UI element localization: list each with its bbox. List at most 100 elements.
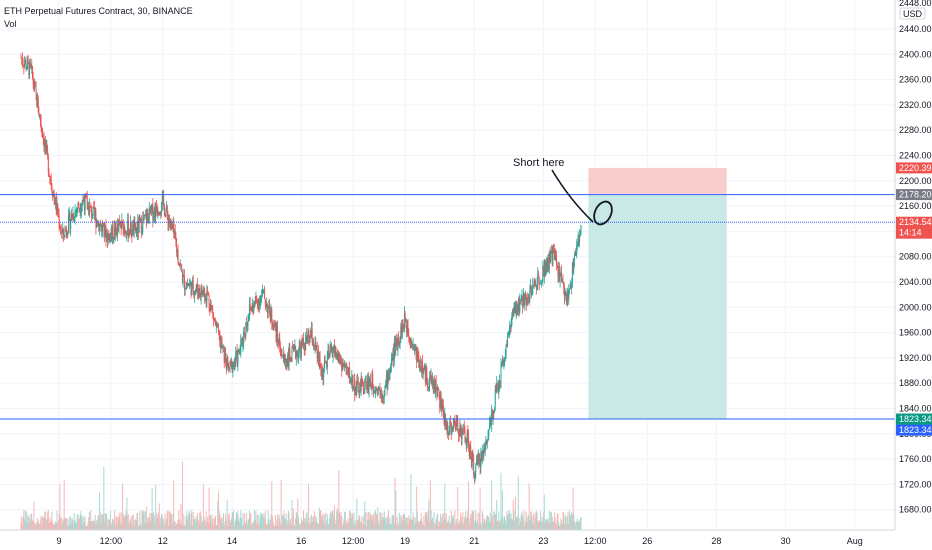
candle-body	[488, 423, 490, 429]
price-tick-label: 1920.00	[899, 353, 932, 363]
price-axis[interactable]: 2440.002400.002360.002320.002280.002240.…	[894, 0, 932, 550]
volume-bar	[511, 519, 513, 530]
candle-body	[253, 303, 255, 312]
candle-body	[47, 148, 49, 157]
candle-body	[91, 206, 93, 218]
price-tick-label: 2200.00	[899, 176, 932, 186]
volume-bar	[371, 519, 373, 530]
candle-body	[370, 380, 372, 386]
volume-bar	[255, 510, 257, 530]
volume-bar	[305, 513, 307, 530]
volume-bar	[111, 519, 113, 530]
candle-body	[236, 350, 238, 365]
volume-bar	[200, 515, 202, 530]
candle-body	[214, 319, 216, 321]
candle-body	[231, 361, 233, 373]
candle-body	[178, 262, 180, 265]
candle-body	[308, 331, 310, 338]
candle-body	[331, 348, 333, 351]
candle-body	[26, 59, 28, 69]
volume-bar	[424, 525, 426, 530]
volume-bar	[297, 498, 299, 530]
candle-body	[383, 390, 385, 398]
volume-bar	[152, 513, 154, 530]
short-position-zones[interactable]	[588, 167, 727, 420]
volume-bar	[477, 512, 479, 530]
candle-body	[101, 225, 103, 232]
volume-bar	[298, 525, 300, 530]
candle-body	[358, 391, 360, 395]
candle-body	[376, 389, 378, 393]
volume-bar	[415, 522, 417, 530]
volume-bar	[264, 517, 266, 530]
volume-bar	[228, 515, 230, 530]
candle-body	[238, 350, 240, 352]
candle-body	[287, 355, 289, 367]
candle-body	[243, 331, 245, 343]
volume-bar	[240, 510, 242, 530]
candle-body	[25, 60, 27, 70]
volume-bar	[321, 515, 323, 530]
candle-body	[509, 324, 511, 331]
time-axis[interactable]: 9 12:00 12 14 16 12:00 19 21 23 12:00 26 28 30 Aug	[0, 529, 932, 550]
candle-body	[359, 382, 361, 395]
candle-body	[457, 430, 459, 435]
volume-bar	[163, 518, 165, 530]
volume-bar	[129, 520, 131, 530]
volume-bar	[292, 508, 294, 530]
annotation-circle	[593, 200, 613, 226]
volume-bar	[469, 518, 471, 530]
currency-badge[interactable]: USD	[899, 7, 926, 20]
candle-body	[219, 333, 221, 347]
candle-body	[34, 82, 36, 89]
candle-body	[314, 342, 316, 349]
candle-body	[375, 386, 377, 390]
volume-bar	[290, 518, 292, 530]
volume-bar	[428, 499, 430, 530]
horizontal-lines[interactable]	[0, 194, 895, 420]
volume-bar	[118, 517, 120, 530]
candle-body	[29, 61, 31, 76]
candle-body	[394, 342, 396, 351]
volume-bar	[437, 525, 439, 530]
annotation-drawing[interactable]: Short here	[513, 157, 615, 227]
volume-bar	[235, 518, 237, 530]
volume-bar	[238, 519, 240, 530]
candle-body	[269, 302, 271, 314]
candle-body	[83, 201, 85, 211]
candle-body	[453, 419, 455, 421]
volume-bar	[293, 524, 295, 530]
candle-body	[332, 350, 334, 357]
volume-bar	[372, 514, 374, 530]
candle-body	[94, 213, 96, 216]
candle-body	[318, 356, 320, 367]
candle-body	[121, 220, 123, 229]
candle-body	[190, 282, 192, 296]
candle-body	[268, 302, 270, 307]
candle-body	[41, 126, 43, 131]
chart-legend[interactable]: ETH Perpetual Futures Contract, 30, BINA…	[4, 5, 193, 31]
volume-bar	[26, 516, 28, 530]
volume-bar	[185, 516, 187, 530]
candle-body	[149, 208, 151, 213]
volume-bar	[257, 525, 259, 530]
candle-body	[173, 223, 175, 235]
volume-bar	[546, 519, 548, 530]
volume-bar	[124, 516, 126, 530]
candle-body	[122, 221, 124, 235]
volume-bar	[62, 520, 64, 530]
candle-body	[323, 360, 325, 369]
candle-body	[339, 360, 341, 364]
volume-bar	[476, 520, 478, 530]
candle-body	[383, 397, 385, 398]
volume-bar	[246, 512, 248, 530]
candle-body	[494, 407, 496, 413]
volume-bar	[277, 525, 279, 530]
candle-body	[242, 342, 244, 345]
candle-body	[201, 286, 203, 295]
volume-bar	[24, 510, 26, 530]
candle-body	[473, 474, 475, 478]
volume-bar	[394, 477, 396, 530]
volume-bar	[457, 486, 459, 530]
